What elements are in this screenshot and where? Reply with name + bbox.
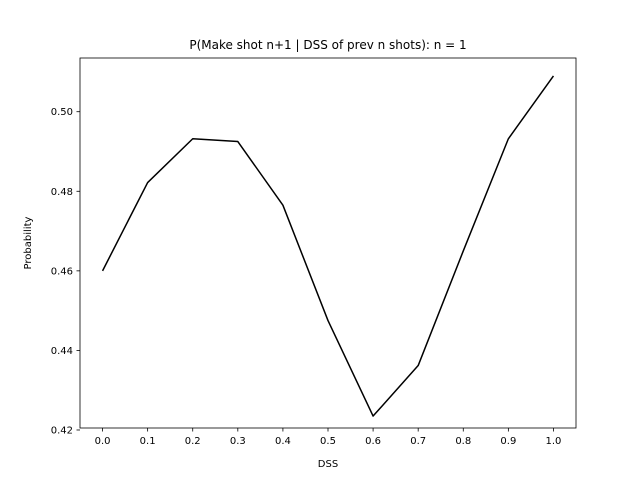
chart-title: P(Make shot n+1 | DSS of prev n shots): …: [189, 38, 466, 52]
series-line: [101, 75, 555, 417]
y-tick-label: 0.48: [51, 187, 73, 198]
x-tick-label: 0.2: [185, 436, 201, 447]
x-tick-label: 0.5: [320, 436, 336, 447]
x-tick-label: 0.9: [500, 436, 516, 447]
x-tick-label: 0.4: [275, 436, 291, 447]
x-tick-label: 0.7: [410, 436, 426, 447]
x-tick-label: 0.6: [365, 436, 381, 447]
x-tick-label: 0.8: [455, 436, 471, 447]
x-tick-label: 0.3: [230, 436, 246, 447]
x-axis-ticks: 0.0 0.1 0.2 0.3 0.4 0.5 0.6 0.7 0.8 0.9 1.0: [95, 428, 562, 447]
y-tick-label: 0.42: [51, 425, 73, 436]
plot-frame: [79, 57, 577, 429]
y-axis-label: Probability: [23, 216, 34, 269]
x-axis-label: DSS: [318, 459, 338, 470]
y-tick-label: 0.50: [51, 107, 73, 118]
x-tick-label: 0.1: [140, 436, 156, 447]
y-tick-label: 0.44: [51, 346, 73, 357]
x-tick-label: 0.0: [95, 436, 111, 447]
y-axis-ticks: 0.42 0.44 0.46 0.48 0.50: [51, 107, 80, 436]
x-tick-label: 1.0: [546, 436, 562, 447]
y-tick-label: 0.46: [51, 266, 73, 277]
